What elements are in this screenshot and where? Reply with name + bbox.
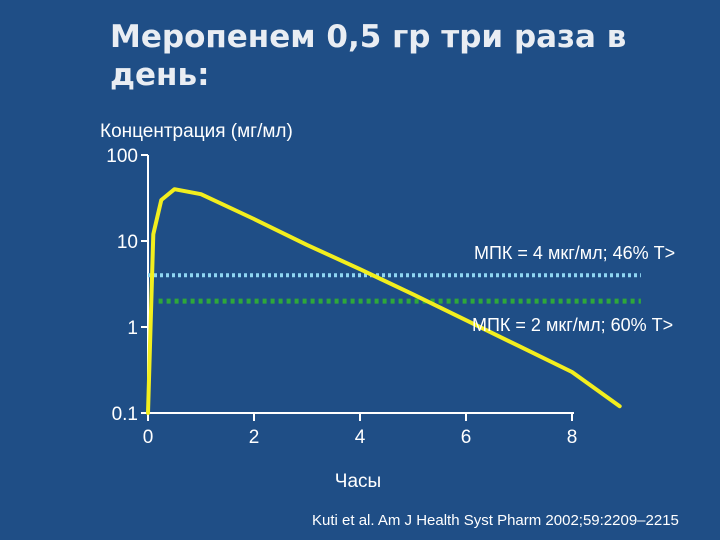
x-tick-label: 0 [143, 427, 154, 448]
x-tick-label: 8 [567, 427, 578, 448]
mic-reference-lines [148, 273, 641, 304]
y-tick-label: 0.1 [112, 404, 138, 425]
y-tick-label: 10 [117, 232, 138, 253]
mic-labels: МПК = 4 мкг/мл; 46% T> МПК = 2 мкг/мл; 60… [472, 243, 675, 335]
citation: Kuti et al. Am J Health Syst Pharm 2002;… [312, 512, 679, 529]
x-axis-label: Часы [335, 471, 381, 492]
y-tick-label: 1 [127, 318, 138, 339]
mic-2-label: МПК = 2 мкг/мл; 60% T> [472, 315, 673, 335]
mic-4-label: МПК = 4 мкг/мл; 46% T> [474, 243, 675, 263]
y-tick-label: 100 [106, 146, 138, 167]
concentration-curve-group [146, 187, 622, 415]
x-tick-label: 6 [461, 427, 472, 448]
y-axis-label: Концентрация (мг/мл) [100, 121, 293, 142]
axes: 0.1 1 10 100 0 2 4 6 8 [106, 146, 577, 448]
concentration-curve [146, 187, 622, 415]
x-tick-label: 4 [355, 427, 366, 448]
slide-title: Меропенем 0,5 гр три раза в день: [110, 19, 627, 93]
x-tick-label: 2 [249, 427, 260, 448]
